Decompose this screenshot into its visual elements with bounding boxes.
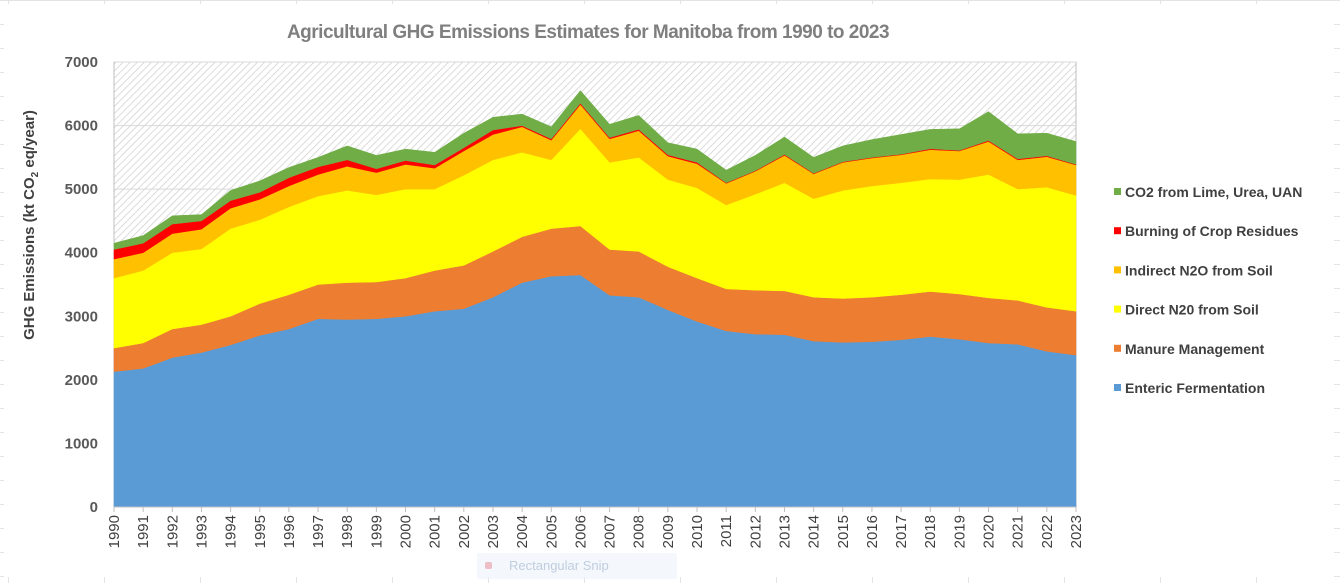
- x-tick-label: 2003: [485, 515, 502, 548]
- y-tick-label: 3000: [65, 308, 98, 325]
- y-tick-label: 2000: [65, 372, 98, 389]
- x-tick-label: 2004: [514, 515, 531, 548]
- chart-area[interactable]: Agricultural GHG Emissions Estimates for…: [4, 4, 1334, 577]
- legend-item-indirect-n2o-from-soil[interactable]: Indirect N2O from Soil: [1114, 262, 1273, 278]
- legend-label: CO2 from Lime, Urea, UAN: [1125, 184, 1302, 200]
- x-tick-label: 2014: [806, 515, 823, 548]
- y-tick-label: 4000: [65, 245, 98, 262]
- x-tick-label: 2021: [1010, 515, 1027, 548]
- x-tick-label: 2007: [602, 515, 619, 548]
- legend-label: Manure Management: [1125, 341, 1265, 357]
- x-tick-label: 2009: [660, 515, 677, 548]
- y-tick-label: 0: [90, 499, 98, 516]
- x-tick-label: 2019: [951, 515, 968, 548]
- x-tick-label: 1996: [281, 515, 298, 548]
- x-tick-label: 2022: [1039, 515, 1056, 548]
- legend: CO2 from Lime, Urea, UAN Burning of Crop …: [1114, 184, 1302, 396]
- rectangular-snip-tooltip: Rectangular Snip: [477, 553, 677, 579]
- legend-label: Indirect N2O from Soil: [1125, 262, 1273, 278]
- y-axis-label: GHG Emissions (kt CO2 eq/year): [21, 110, 41, 340]
- x-tick-label: 2001: [427, 515, 444, 548]
- y-tick-label: 1000: [65, 435, 98, 452]
- x-tick-label: 2015: [835, 515, 852, 548]
- x-tick-label: 2016: [864, 515, 881, 548]
- legend-item-co2-from-lime-urea-uan[interactable]: CO2 from Lime, Urea, UAN: [1114, 184, 1302, 200]
- legend-swatch: [1114, 188, 1121, 195]
- x-tick-label: 1997: [310, 515, 327, 548]
- x-tick-label: 2000: [398, 515, 415, 548]
- area-co2-from-lime-urea-uan[interactable]: [113, 90, 1077, 250]
- x-tick-label: 1992: [164, 515, 181, 548]
- chart-title: Agricultural GHG Emissions Estimates for…: [287, 22, 889, 43]
- x-tick-label: 2005: [543, 515, 560, 548]
- legend-label: Enteric Fermentation: [1125, 380, 1265, 396]
- x-tick-label: 1999: [368, 515, 385, 548]
- legend-swatch: [1114, 384, 1121, 391]
- x-tick-label: 2018: [922, 515, 939, 548]
- x-tick-label: 2012: [747, 515, 764, 548]
- x-tick-label: 2011: [718, 515, 735, 547]
- legend-swatch: [1114, 305, 1121, 313]
- x-tick-label: 2006: [572, 515, 589, 548]
- legend-swatch: [1114, 266, 1121, 274]
- legend-item-manure-management[interactable]: Manure Management: [1114, 341, 1265, 357]
- legend-label: Burning of Crop Residues: [1125, 223, 1299, 239]
- x-tick-label: 2017: [893, 515, 910, 548]
- y-tick-label: 7000: [65, 54, 98, 71]
- y-tick-label: 6000: [65, 118, 98, 135]
- x-tick-label: 1998: [339, 515, 356, 548]
- x-tick-label: 2010: [689, 515, 706, 548]
- x-tick-label: 1991: [135, 515, 152, 548]
- x-tick-label: 2020: [981, 515, 998, 548]
- x-tick-label: 1995: [252, 515, 269, 548]
- legend-swatch: [1114, 227, 1121, 235]
- x-tick-label: 2013: [776, 515, 793, 548]
- x-tick-label: 1990: [106, 515, 123, 548]
- y-tick-label: 5000: [65, 181, 98, 198]
- x-tick-label: 2008: [631, 515, 648, 548]
- x-tick-label: 2002: [456, 515, 473, 548]
- x-tick-label: 1994: [223, 515, 240, 548]
- legend-item-burning-of-crop-residues[interactable]: Burning of Crop Residues: [1114, 223, 1299, 239]
- legend-item-direct-n20-from-soil[interactable]: Direct N20 from Soil: [1114, 302, 1259, 318]
- legend-swatch: [1114, 344, 1121, 352]
- snip-icon: [485, 562, 492, 569]
- stacked-area-chart: Agricultural GHG Emissions Estimates for…: [21, 22, 1302, 548]
- legend-label: Direct N20 from Soil: [1125, 302, 1259, 318]
- legend-item-enteric-fermentation[interactable]: Enteric Fermentation: [1114, 380, 1265, 396]
- x-tick-label: 1993: [193, 515, 210, 548]
- snip-tooltip-label: Rectangular Snip: [509, 558, 609, 573]
- x-tick-label: 2023: [1068, 515, 1085, 548]
